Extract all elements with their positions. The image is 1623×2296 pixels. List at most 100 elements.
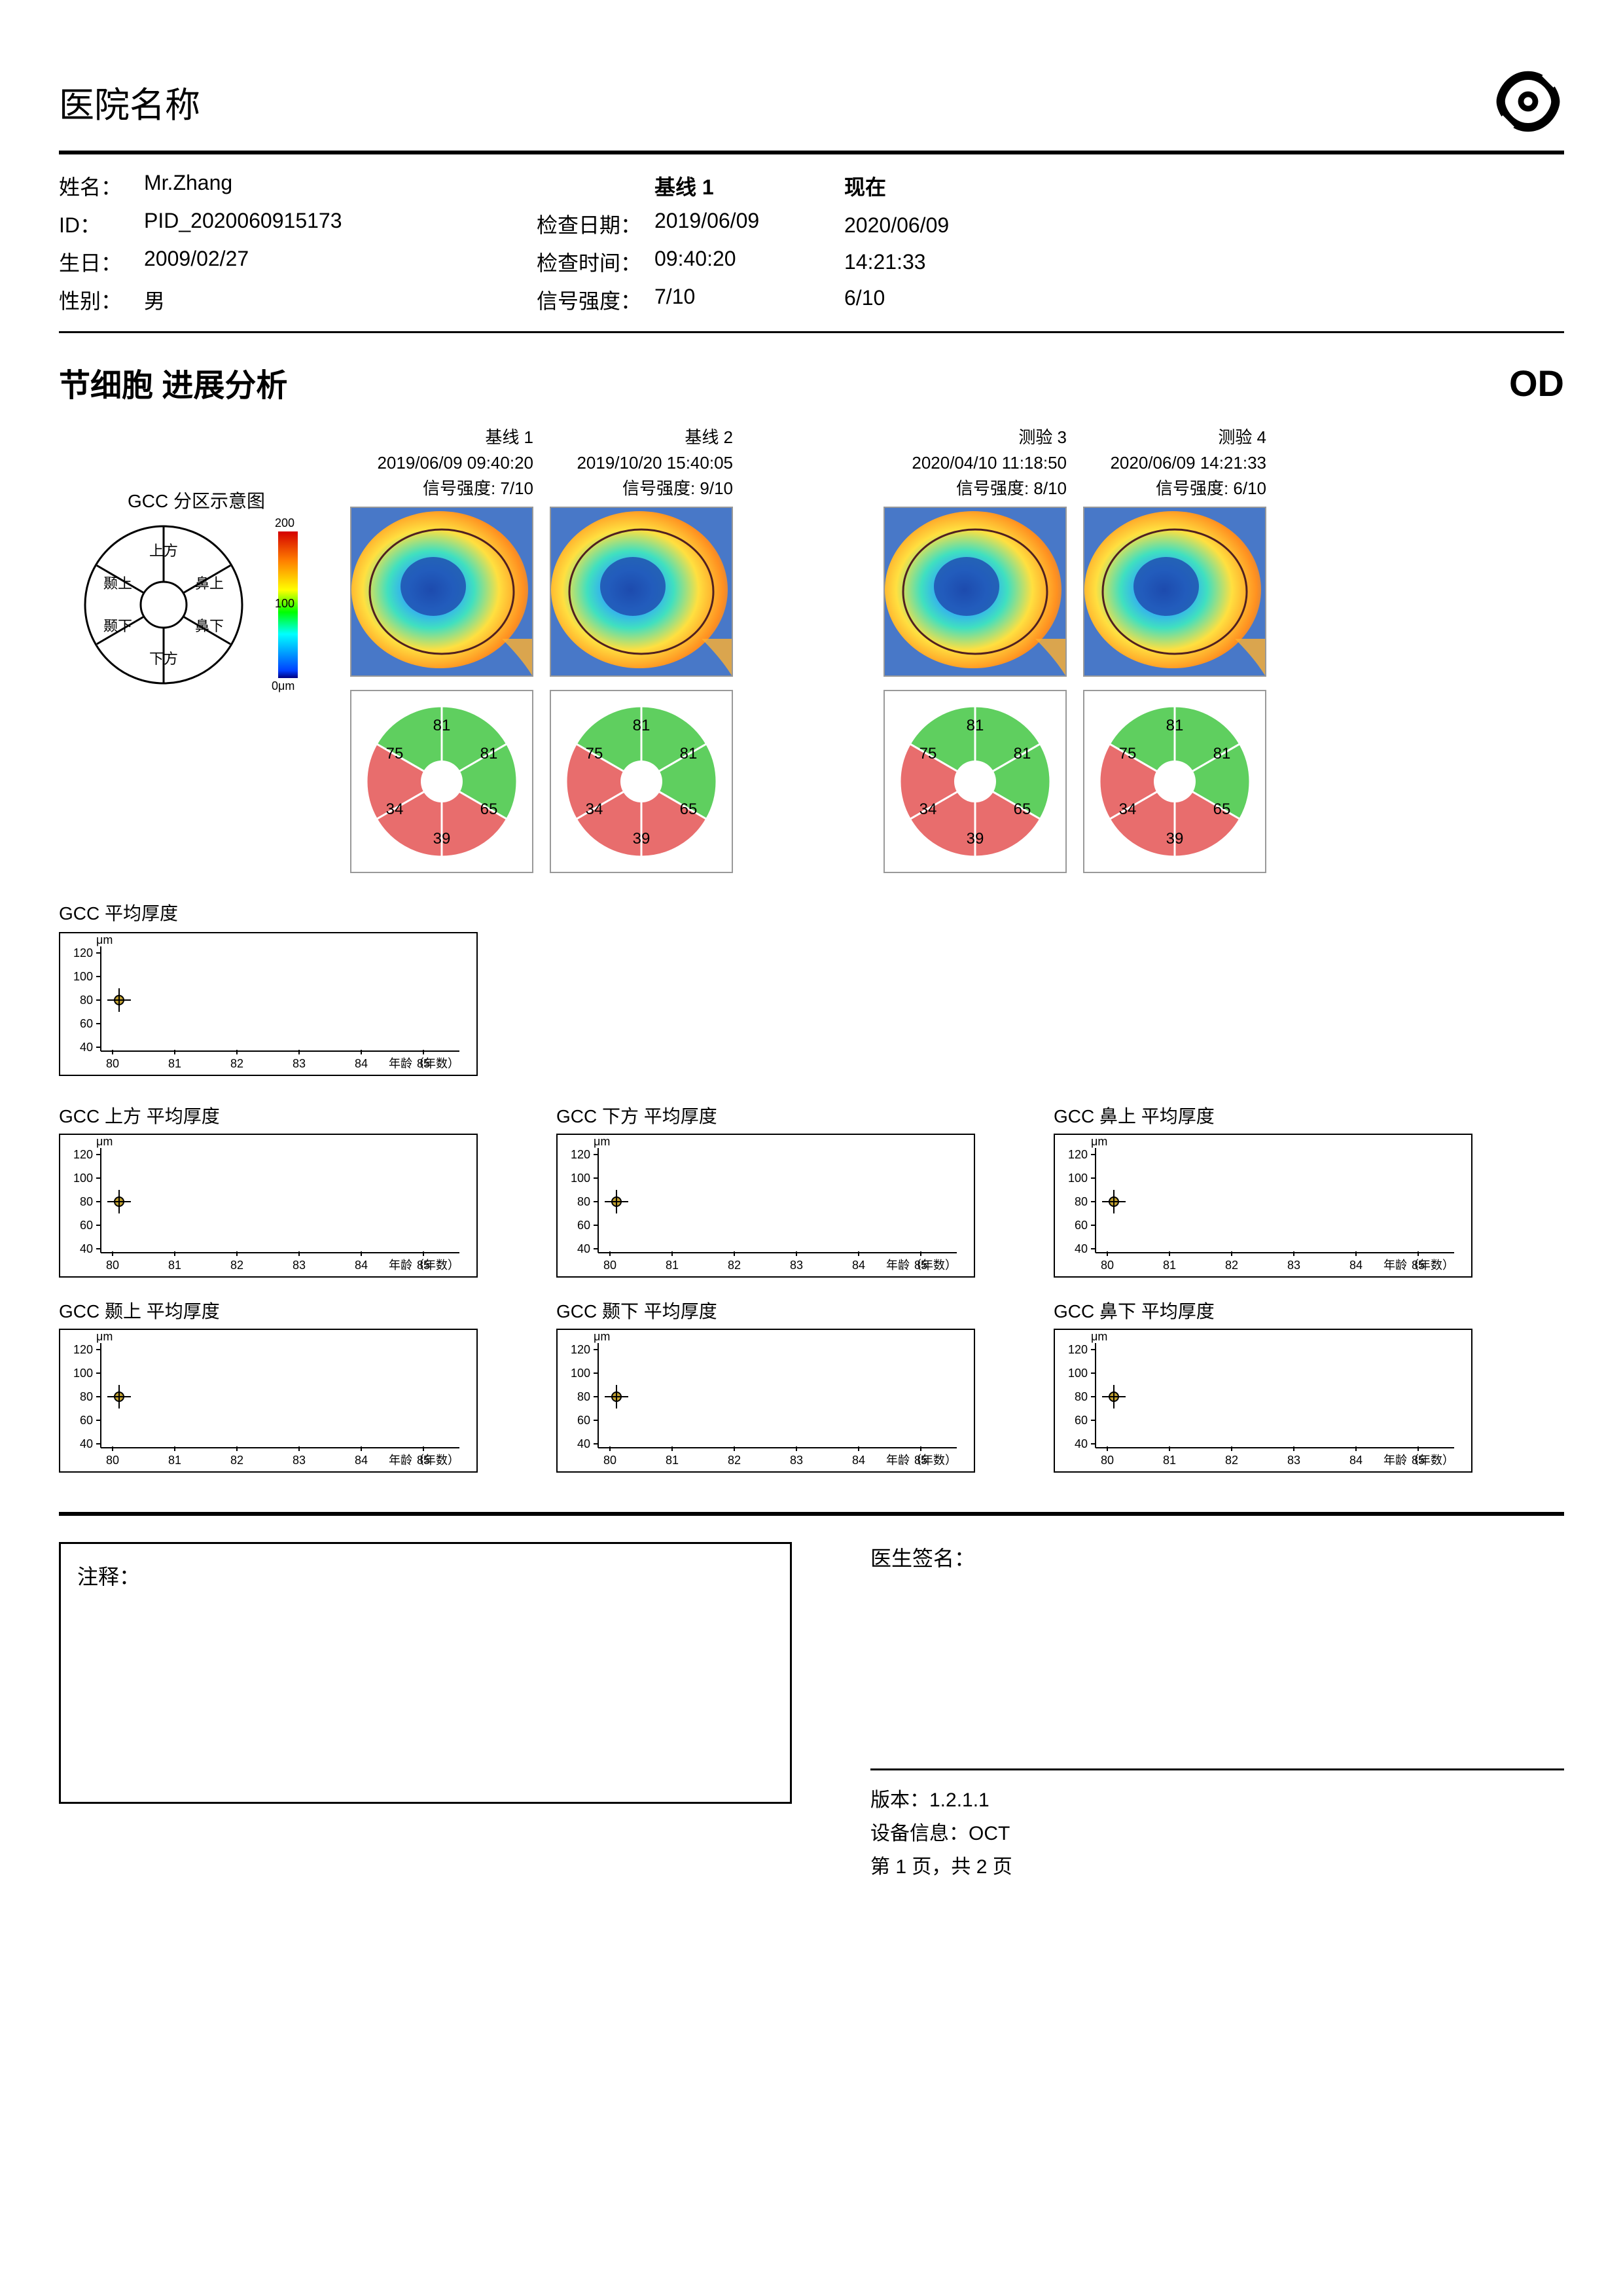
- scan-column: 基线 12019/06/09 09:40:20信号强度: 7/10: [350, 425, 533, 873]
- exam-time-base: 09:40:20: [654, 247, 818, 277]
- patient-divider: [59, 331, 1564, 333]
- signature-label: 医生签名：: [870, 1542, 1564, 1572]
- svg-text:81: 81: [1014, 745, 1031, 762]
- svg-text:40: 40: [80, 1437, 93, 1450]
- legend-title: GCC 分区示意图: [59, 487, 334, 513]
- name-label: 姓名：: [59, 171, 144, 201]
- svg-text:83: 83: [293, 1057, 306, 1070]
- trend-chart-wrap: GCC 颞下 平均厚度 μm 120100806040 808182838485…: [556, 1297, 975, 1473]
- svg-text:60: 60: [80, 1017, 93, 1030]
- svg-text:80: 80: [106, 1259, 119, 1272]
- svg-text:60: 60: [1075, 1414, 1088, 1427]
- svg-text:81: 81: [633, 717, 651, 734]
- sector-nasal-top: 鼻上: [195, 575, 224, 592]
- svg-text:60: 60: [80, 1219, 93, 1232]
- svg-text:μm: μm: [96, 933, 113, 946]
- svg-text:75: 75: [386, 745, 404, 762]
- report-header: 医院名称: [59, 65, 1564, 137]
- trend-title: GCC 下方 平均厚度: [556, 1102, 975, 1128]
- sector-top: 上方: [149, 543, 178, 559]
- signal-base: 7/10: [654, 285, 818, 315]
- scan-row: GCC 分区示意图 上方 下方 鼻上 鼻下 颞上 颞下 200: [59, 425, 1564, 873]
- svg-text:82: 82: [230, 1454, 243, 1467]
- trend-main-title: GCC 平均厚度: [59, 899, 1564, 925]
- svg-text:年龄（年数）: 年龄（年数）: [886, 1259, 957, 1272]
- svg-text:65: 65: [480, 800, 498, 818]
- svg-text:34: 34: [386, 800, 404, 818]
- svg-text:81: 81: [666, 1259, 679, 1272]
- svg-text:84: 84: [355, 1454, 368, 1467]
- svg-text:65: 65: [1014, 800, 1031, 818]
- svg-text:82: 82: [230, 1057, 243, 1070]
- hospital-name: 医院名称: [59, 76, 200, 128]
- svg-text:75: 75: [1119, 745, 1137, 762]
- thickness-heatmap: [883, 507, 1067, 677]
- svg-text:81: 81: [1163, 1259, 1176, 1272]
- svg-text:81: 81: [433, 717, 451, 734]
- svg-text:100: 100: [1068, 1172, 1088, 1185]
- trend-chart: μm 120100806040 808182838485 年龄（年数）: [1054, 1134, 1472, 1278]
- svg-text:80: 80: [577, 1390, 590, 1403]
- svg-text:μm: μm: [96, 1135, 113, 1148]
- svg-text:年龄（年数）: 年龄（年数）: [886, 1454, 957, 1467]
- now-header: 现在: [844, 171, 1008, 206]
- sector-temp-top: 颞上: [103, 575, 132, 592]
- svg-text:34: 34: [586, 800, 603, 818]
- svg-text:34: 34: [919, 800, 937, 818]
- svg-text:80: 80: [1075, 1195, 1088, 1208]
- svg-text:μm: μm: [594, 1135, 610, 1148]
- svg-text:μm: μm: [594, 1330, 610, 1343]
- trend-chart: μm 120100806040 808182838485 年龄（年数）: [556, 1134, 975, 1278]
- svg-text:39: 39: [633, 830, 651, 848]
- scan-header: 基线 22019/10/20 15:40:05信号强度: 9/10: [550, 425, 733, 501]
- svg-text:83: 83: [1287, 1259, 1300, 1272]
- svg-text:80: 80: [1101, 1454, 1114, 1467]
- svg-text:120: 120: [73, 1343, 93, 1356]
- trend-chart: μm 120100806040 808182838485 年龄（年数）: [59, 1134, 478, 1278]
- scan-column: 基线 22019/10/20 15:40:05信号强度: 9/10: [550, 425, 733, 873]
- sector-pie: 81 81 65 39 34 75: [550, 690, 733, 873]
- svg-text:40: 40: [1075, 1437, 1088, 1450]
- signature-column: 医生签名： 版本：1.2.1.1 设备信息：OCT 第 1 页，共 2 页: [870, 1542, 1564, 1884]
- svg-text:μm: μm: [1091, 1330, 1107, 1343]
- svg-text:81: 81: [168, 1057, 181, 1070]
- svg-text:81: 81: [1163, 1454, 1176, 1467]
- svg-text:75: 75: [586, 745, 603, 762]
- svg-text:39: 39: [967, 830, 984, 848]
- svg-text:100: 100: [1068, 1367, 1088, 1380]
- report-meta: 版本：1.2.1.1 设备信息：OCT 第 1 页，共 2 页: [870, 1784, 1564, 1884]
- svg-text:83: 83: [293, 1259, 306, 1272]
- svg-text:100: 100: [73, 1172, 93, 1185]
- sector-pie: 81 81 65 39 34 75: [883, 690, 1067, 873]
- gender-label: 性别：: [59, 285, 144, 315]
- analysis-title-row: 节细胞 进展分析 OD: [59, 359, 1564, 405]
- svg-text:80: 80: [80, 994, 93, 1007]
- exam-date-base: 2019/06/09: [654, 209, 818, 239]
- svg-text:80: 80: [80, 1195, 93, 1208]
- svg-text:65: 65: [680, 800, 698, 818]
- svg-text:84: 84: [1349, 1259, 1363, 1272]
- exam-time-now: 14:21:33: [844, 250, 1008, 279]
- svg-text:34: 34: [1119, 800, 1137, 818]
- svg-text:60: 60: [1075, 1219, 1088, 1232]
- trend-chart-wrap: GCC 下方 平均厚度 μm 120100806040 808182838485…: [556, 1102, 975, 1278]
- svg-text:82: 82: [1225, 1259, 1238, 1272]
- signal-label: 信号强度：: [537, 285, 654, 315]
- scan-header: 测验 42020/06/09 14:21:33信号强度: 6/10: [1083, 425, 1266, 501]
- svg-text:100: 100: [571, 1172, 590, 1185]
- notes-label: 注释：: [77, 1565, 140, 1588]
- sector-pie: 81 81 65 39 34 75: [1083, 690, 1266, 873]
- svg-text:81: 81: [1166, 717, 1184, 734]
- svg-text:年龄（年数）: 年龄（年数）: [389, 1057, 459, 1070]
- sector-pie: 81 81 65 39 34 75: [350, 690, 533, 873]
- trend-chart-wrap: GCC 鼻下 平均厚度 μm 120100806040 808182838485…: [1054, 1297, 1472, 1473]
- legend-area: GCC 分区示意图 上方 下方 鼻上 鼻下 颞上 颞下 200: [59, 425, 334, 873]
- trend-chart: μm 120100806040 808182838485 年龄（年数）: [556, 1329, 975, 1473]
- baseline-header: 基线 1: [654, 171, 818, 201]
- thickness-heatmap: [550, 507, 733, 677]
- svg-text:年龄（年数）: 年龄（年数）: [1383, 1454, 1454, 1467]
- thickness-heatmap: [350, 507, 533, 677]
- svg-text:81: 81: [666, 1454, 679, 1467]
- svg-text:84: 84: [1349, 1454, 1363, 1467]
- svg-text:120: 120: [571, 1343, 590, 1356]
